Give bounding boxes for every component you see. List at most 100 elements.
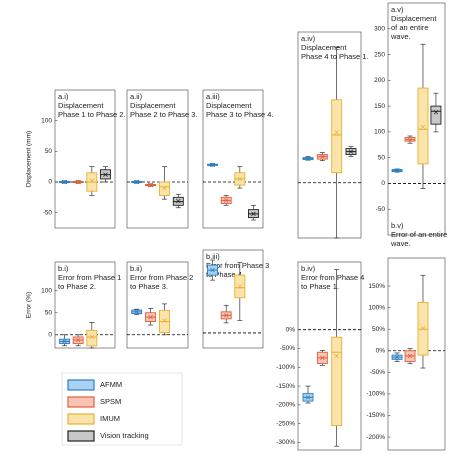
mean-marker xyxy=(237,284,243,289)
y-tick-label: 100% xyxy=(368,304,385,311)
y-tick-label: -150% xyxy=(276,383,295,390)
panel-title: Displacement xyxy=(301,43,347,52)
panel-title: to Phase 1. xyxy=(301,282,339,291)
mean-marker xyxy=(251,211,256,217)
mean-marker xyxy=(210,162,215,168)
y-tick-label: 100 xyxy=(41,287,52,294)
legend-swatch xyxy=(67,379,95,391)
panel-title: Error from Phase 3 xyxy=(206,261,269,270)
panel-title: Displacement xyxy=(391,14,437,23)
mean-marker xyxy=(148,182,153,188)
y-tick-label: -50% xyxy=(370,369,385,376)
axes-frame xyxy=(126,89,189,229)
panel-title: Displacement xyxy=(206,101,252,110)
y-tick-label: -100% xyxy=(366,391,385,398)
axes-frame xyxy=(202,249,264,349)
mean-marker xyxy=(394,168,400,173)
mean-marker xyxy=(62,179,67,185)
legend-frame xyxy=(61,372,183,446)
mean-marker xyxy=(62,339,67,344)
panel-title: b.iv) xyxy=(301,264,316,273)
panel-title: a.iv) xyxy=(301,34,316,43)
box xyxy=(417,87,429,165)
y-tick-label: 50% xyxy=(372,326,385,333)
y-tick-label: 0 xyxy=(48,179,52,186)
panel-title: Displacement xyxy=(130,101,176,110)
y-axis-label: Displacement (mm) xyxy=(26,131,33,187)
panel-title: wave. xyxy=(390,32,411,41)
y-tick-label: -50 xyxy=(376,206,386,213)
y-tick-label: 300 xyxy=(374,25,385,32)
y-tick-label: -150% xyxy=(366,412,385,419)
mean-marker xyxy=(162,185,167,191)
panel-title: Phase 3 to Phase 4. xyxy=(206,110,274,119)
box xyxy=(86,329,98,347)
y-tick-label: -100% xyxy=(276,364,295,371)
mean-marker xyxy=(420,326,426,331)
mean-marker xyxy=(305,156,311,161)
axes-frame xyxy=(387,2,446,236)
y-axis-label: Error (%) xyxy=(26,292,33,318)
panel-title: a.iii) xyxy=(206,92,220,101)
y-tick-label: 150% xyxy=(368,283,385,290)
mean-marker xyxy=(433,110,439,115)
panel-title: to Phase 2. xyxy=(58,282,96,291)
panel-title: Phase 1 to Phase 2. xyxy=(58,110,126,119)
panel-title: Error of an entire xyxy=(391,230,447,239)
mean-marker xyxy=(103,172,108,177)
legend-label: IMUM xyxy=(100,414,120,423)
mean-marker xyxy=(210,267,215,273)
y-tick-label: 0 xyxy=(381,180,385,187)
y-tick-label: -200% xyxy=(366,434,385,441)
panel-title: b.v) xyxy=(391,221,404,230)
mean-marker xyxy=(334,353,339,359)
panel-title: a.ii) xyxy=(130,92,143,101)
mean-marker xyxy=(407,353,413,359)
panel-title: Phase 2 to Phase 3. xyxy=(130,110,198,119)
mean-marker xyxy=(320,355,325,361)
mean-marker xyxy=(237,176,243,182)
y-tick-label: 0 xyxy=(48,331,52,338)
mean-marker xyxy=(223,313,229,318)
panel-title: of an entire xyxy=(391,23,429,32)
panel-title: to Phase 4. xyxy=(206,270,244,279)
y-tick-label: -50 xyxy=(43,209,53,216)
panel-title: Phase 4 to Phase 1. xyxy=(301,52,369,61)
mean-marker xyxy=(334,130,339,135)
panel-title: wave. xyxy=(390,239,411,248)
panel-title: b.i) xyxy=(58,264,69,273)
y-tick-label: -200% xyxy=(276,402,295,409)
panel-title: to Phase 3. xyxy=(130,282,168,291)
mean-marker xyxy=(394,354,400,360)
panel-title: Error from Phase 1 xyxy=(58,273,121,282)
y-tick-label: 100 xyxy=(374,129,385,136)
y-tick-label: -300% xyxy=(276,439,295,446)
axes-frame xyxy=(54,89,116,229)
legend-swatch xyxy=(67,430,95,442)
box xyxy=(158,181,170,196)
panel-title: a.v) xyxy=(391,5,404,14)
mean-marker xyxy=(89,334,95,340)
box xyxy=(430,105,442,125)
mean-marker xyxy=(407,137,413,142)
y-tick-label: 50 xyxy=(45,148,53,155)
panel-title: b.ii) xyxy=(130,264,143,273)
legend-label: AFMM xyxy=(100,380,122,389)
legend-label: Vision tracking xyxy=(100,431,149,440)
box xyxy=(331,336,343,427)
legend-swatch xyxy=(67,413,95,425)
mean-marker xyxy=(320,154,325,159)
panel-title: b.iii) xyxy=(206,252,220,261)
mean-marker xyxy=(134,179,139,185)
mean-marker xyxy=(176,198,181,204)
y-tick-label: 250 xyxy=(374,51,385,58)
mean-marker xyxy=(420,124,426,129)
mean-marker xyxy=(75,337,81,343)
axes-frame xyxy=(126,261,189,349)
y-tick-label: 150 xyxy=(374,103,385,110)
mean-marker xyxy=(134,309,139,315)
axes-frame xyxy=(297,261,362,451)
y-tick-label: 50 xyxy=(45,309,53,316)
y-tick-label: 200 xyxy=(374,77,385,84)
